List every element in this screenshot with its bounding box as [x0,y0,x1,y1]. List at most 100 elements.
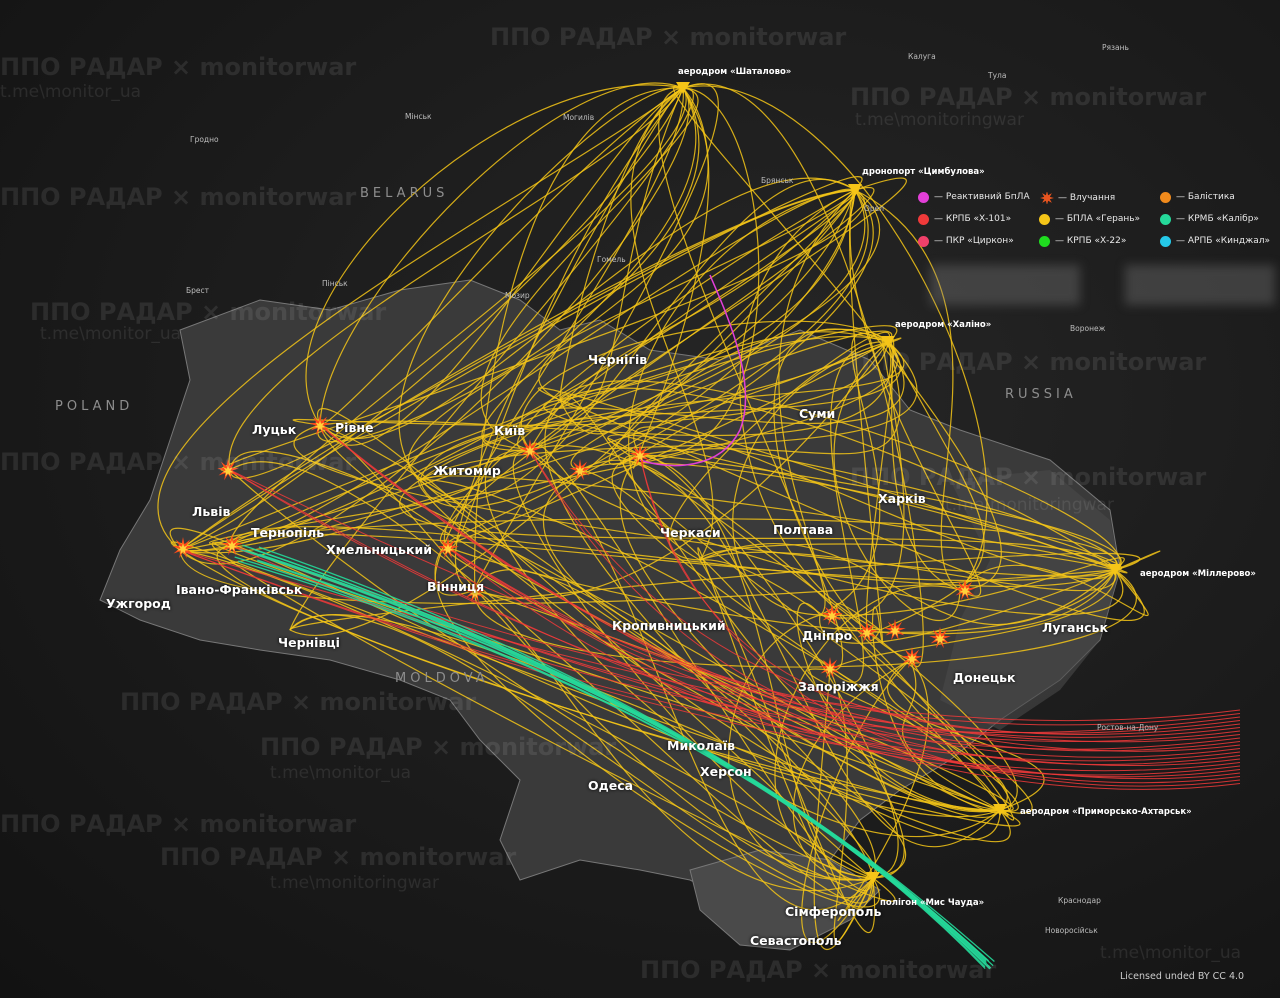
explosion-icon [1040,192,1054,204]
city-label: Ужгород [106,596,171,611]
city-label: Донецьк [953,670,1016,685]
flight-route [474,589,874,892]
flight-route [419,341,918,481]
flight-route [229,518,1118,571]
city-label-minor: Ростов-на-Дону [1097,723,1159,732]
city-label: Севастополь [750,933,842,948]
flight-route [773,328,911,661]
city-label: Чернівці [278,635,340,650]
occupied-east [940,470,1120,730]
explosion-icon [217,459,239,481]
launch-site-label: аеродром «Халіно» [895,320,992,330]
flight-route [682,85,988,591]
city-label: Миколаїв [667,738,736,753]
flight-route [732,341,889,616]
flight-route [849,189,982,597]
city-label-minor: Брянськ [761,176,794,185]
flight-route [211,541,896,902]
explosion-icon [569,459,591,481]
explosion-icon [954,579,976,601]
flight-route [639,454,1241,787]
city-label-minor: Гомель [597,255,626,264]
legend-item: — КРПБ «Х-22» [1039,236,1126,247]
legend-swatch [1039,236,1050,247]
flight-route [819,557,1125,617]
flight-route [229,469,1241,750]
flight-route [319,82,684,426]
flight-route [611,454,1001,811]
city-label: Харків [878,491,926,506]
flight-route [529,449,1241,765]
city-label-minor: Калуга [908,52,936,61]
legend-item: — ПКР «Циркон» [918,236,1014,247]
watermark: ППО РАДАР × monitorwar [850,348,1207,376]
launch-site-label: полігон «Мис Чауда» [880,898,985,908]
flight-route [699,551,1117,592]
legend-label: — КРПБ «Х-101» [934,214,1012,225]
explosion-icon [519,439,541,461]
flight-route [699,542,1116,626]
flight-route [699,559,1012,812]
flight-route [628,189,856,561]
city-label: Одеса [588,778,634,793]
launch-site-marker [993,804,1007,816]
city-label: Полтава [773,522,834,537]
legend-label: — Реактивний БпЛА [934,192,1030,203]
legend-swatch [1160,236,1171,247]
watermark: ППО РАДАР × monitorwar [490,23,847,51]
flight-route [319,87,684,446]
flight-route [639,454,1241,734]
legend-item: — АРПБ «Кинджал» [1160,236,1270,247]
flight-route [959,564,1149,617]
flight-route [444,544,1116,635]
flight-route [829,341,889,683]
flight-route [419,341,901,481]
legend-swatch [918,192,929,203]
city-label-minor: Краснодар [1058,896,1101,905]
flight-route [319,424,1241,752]
watermark: ППО РАДАР × monitorwar [0,183,357,211]
flight-route [399,479,1116,571]
flight-route [443,189,859,546]
watermark: ППО РАДАР × monitorwar [0,53,357,81]
watermark: t.me\monitoringwar [270,873,439,893]
launch-site-label: аеродром «Шаталово» [678,67,792,77]
flight-route [630,87,714,561]
flight-route [444,544,1241,738]
explosion-icon [464,581,486,603]
explosion-icon [437,537,459,559]
city-label-minor: Гродно [190,135,219,144]
country-label: POLAND [55,399,134,414]
flight-route [444,544,1241,790]
flight-route [512,449,874,879]
legend-label: — КРМБ «Калібр» [1176,214,1259,225]
flight-route [434,87,684,596]
flight-route [208,341,898,546]
flight-route [474,341,889,599]
flight-route [544,399,877,879]
flight-route [319,424,1241,784]
flight-route [480,87,699,451]
legend-swatch [918,236,929,247]
legend-item: — КРПБ «Х-101» [918,214,1011,225]
flight-route [305,84,684,426]
flight-route [639,454,899,879]
flight-route [529,177,907,451]
watermark: ППО РАДАР × monitorwar [0,448,357,476]
legend-item: — КРМБ «Калібр» [1160,214,1259,225]
flight-route [407,189,856,481]
launch-site-marker [866,872,880,884]
flight-route [608,189,857,465]
flight-route [238,560,986,968]
flight-route [179,189,880,551]
flight-route [229,469,1241,752]
watermark: ППО РАДАР × monitorwar [30,298,387,326]
city-label: Кропивницький [612,618,726,633]
flight-route [481,87,697,451]
flight-route [317,408,874,879]
watermark: ППО РАДАР × monitorwar [640,956,997,984]
explosion-icon [901,647,923,669]
legend-label: — БПЛА «Герань» [1055,214,1141,225]
watermark: ППО РАДАР × monitorwar [850,463,1207,491]
